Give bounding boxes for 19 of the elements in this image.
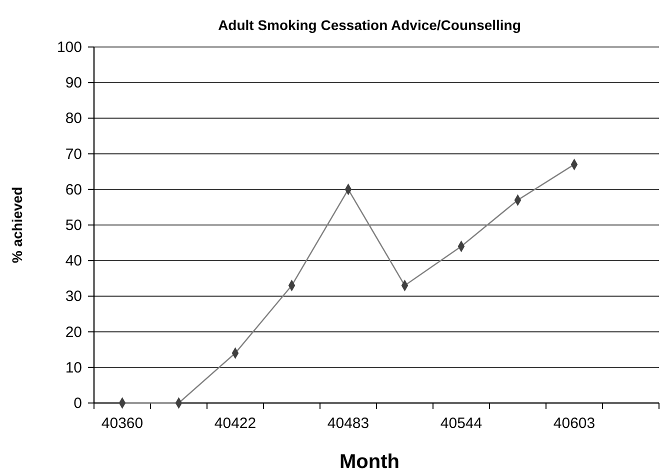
x-tick-label: 40422 — [214, 415, 256, 432]
y-tick-label: 100 — [56, 39, 82, 56]
x-tick-label: 40360 — [101, 415, 144, 432]
y-tick-label: 50 — [65, 217, 82, 234]
y-tick-label: 10 — [65, 359, 82, 376]
chart-title: Adult Smoking Cessation Advice/Counselling — [218, 17, 521, 33]
y-tick-label: 40 — [65, 252, 82, 270]
y-tick-label: 80 — [65, 110, 82, 128]
y-tick-label: 30 — [65, 288, 82, 306]
y-tick-label: 20 — [65, 324, 82, 341]
y-axis-title: % achieved — [9, 186, 25, 264]
y-tick-label: 60 — [65, 181, 82, 198]
x-tick-label: 40603 — [553, 415, 596, 432]
y-tick-label: 70 — [65, 146, 82, 163]
y-tick-label: 0 — [74, 395, 82, 412]
x-tick-label: 40544 — [440, 415, 482, 432]
x-tick-label: 40483 — [327, 415, 370, 432]
x-axis-title: Month — [340, 451, 400, 473]
y-tick-label: 90 — [65, 74, 82, 92]
